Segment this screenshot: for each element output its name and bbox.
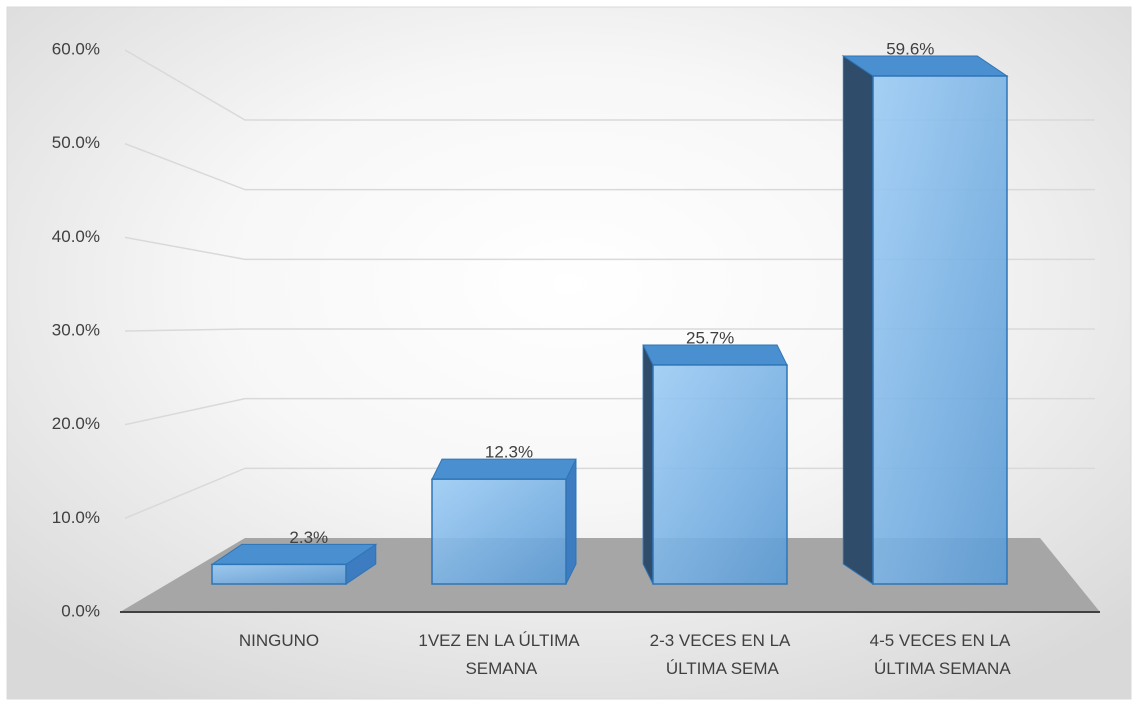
bar <box>841 55 1009 585</box>
bar-top <box>841 55 1009 77</box>
bar-front <box>652 364 788 585</box>
y-tick-label: 20.0% <box>52 414 100 433</box>
x-tick-label: 2-3 VECES EN LA ÚLTIMA SEMA <box>650 631 791 678</box>
data-label: 2.3% <box>289 528 328 547</box>
bar-top <box>431 458 577 480</box>
bar-top <box>210 543 378 565</box>
bar-side <box>842 55 874 585</box>
bar <box>210 543 378 585</box>
y-tick-label: 10.0% <box>52 508 100 527</box>
bar <box>431 458 577 585</box>
grid-line <box>124 49 1095 121</box>
bar <box>642 344 788 585</box>
x-tick-label: NINGUNO <box>239 631 319 650</box>
grid-line <box>124 236 1095 261</box>
data-label: 12.3% <box>485 443 533 462</box>
data-label: 25.7% <box>686 328 734 347</box>
bar-top <box>642 344 788 366</box>
y-tick-label: 40.0% <box>52 227 100 246</box>
bar-front <box>872 75 1008 585</box>
x-tick-label: 4-5 VECES EN LA ÚLTIMA SEMANA <box>869 631 1011 678</box>
bar-side <box>642 344 654 585</box>
grid-line <box>124 467 1095 520</box>
y-tick-label: 50.0% <box>52 133 100 152</box>
grid-line <box>124 328 1095 332</box>
data-label: 59.6% <box>886 39 934 58</box>
x-tick-label: 1VEZ EN LA ÚLTIMA SEMANA <box>418 631 580 678</box>
bar-front <box>211 563 347 585</box>
grid-line <box>124 142 1095 191</box>
bar-side <box>565 458 577 585</box>
y-tick-label: 60.0% <box>52 39 100 58</box>
y-tick-label: 30.0% <box>52 320 100 339</box>
bar-front <box>431 478 567 585</box>
y-tick-label: 0.0% <box>61 601 100 620</box>
grid-line <box>124 397 1095 426</box>
